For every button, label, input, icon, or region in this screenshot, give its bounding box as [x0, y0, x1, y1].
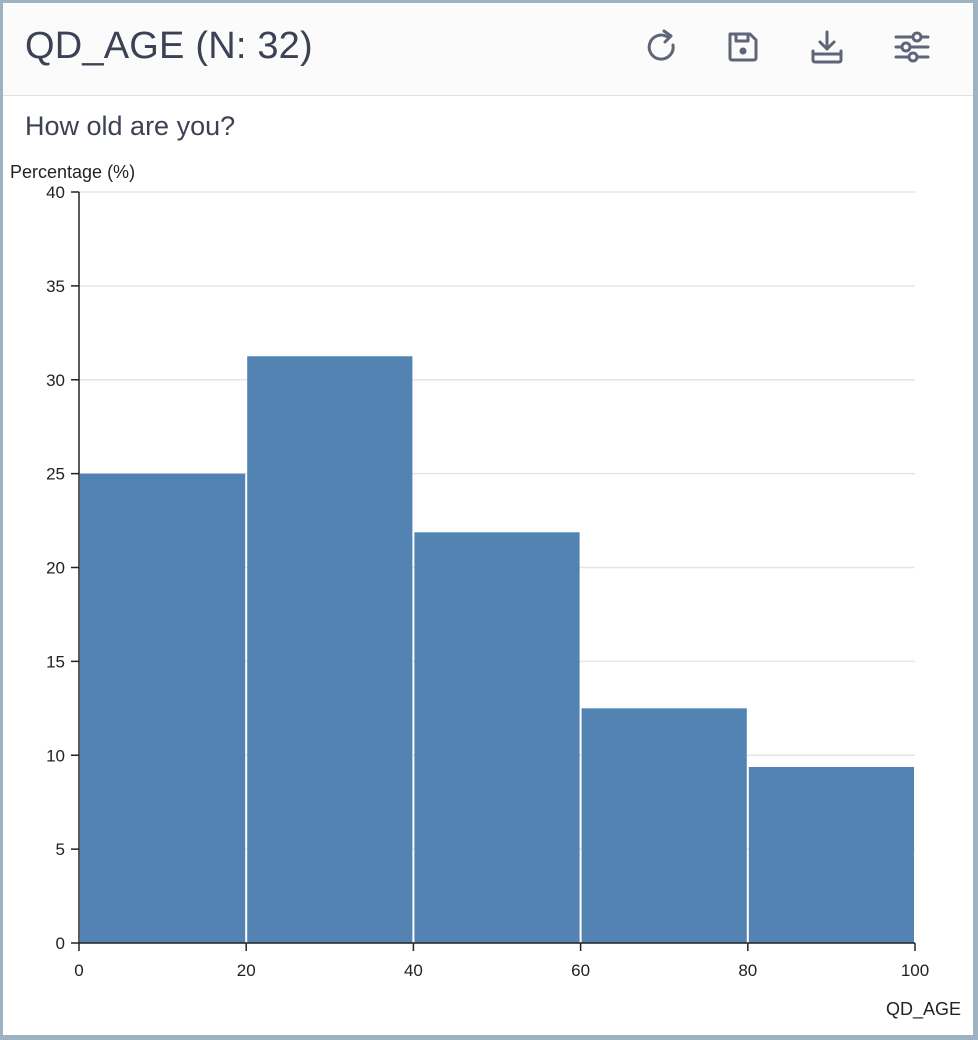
save-icon — [728, 32, 758, 62]
question-text: How old are you? — [25, 111, 236, 141]
download-button[interactable] — [807, 27, 847, 67]
histogram-chart: 0 5 10 15 20 25 30 35 40 0 20 40 60 80 100 Percentage … — [10, 162, 961, 1020]
y-tick-label: 25 — [46, 465, 65, 484]
x-tick-label: 100 — [901, 961, 929, 980]
settings-button[interactable] — [892, 27, 932, 67]
histogram-bar — [80, 473, 246, 943]
x-tick-label: 40 — [404, 961, 423, 980]
histogram-bar — [581, 708, 747, 943]
y-tick-label: 20 — [46, 559, 65, 578]
x-tick-label: 0 — [74, 961, 83, 980]
bars — [80, 356, 914, 943]
y-tick-label: 10 — [46, 746, 65, 765]
histogram-bar — [748, 766, 914, 943]
x-axis-label: QD_AGE — [886, 999, 961, 1020]
x-tick-label: 20 — [237, 961, 256, 980]
y-tick-label: 0 — [56, 934, 65, 953]
axes: 0 5 10 15 20 25 30 35 40 0 20 40 60 80 100 — [46, 183, 929, 980]
histogram-bar — [247, 356, 413, 943]
panel-header: QD_AGE (N: 32) — [3, 3, 973, 96]
save-button[interactable] — [723, 27, 763, 67]
histogram-bar — [414, 532, 580, 943]
y-tick-label: 35 — [46, 277, 65, 296]
panel-title: QD_AGE (N: 32) — [25, 25, 313, 67]
y-tick-label: 15 — [46, 652, 65, 671]
y-axis-label: Percentage (%) — [10, 162, 135, 182]
refresh-button[interactable] — [641, 27, 681, 67]
settings-sliders-icon — [894, 31, 930, 63]
y-tick-label: 40 — [46, 183, 65, 202]
x-tick-label: 80 — [738, 961, 757, 980]
refresh-icon — [647, 29, 675, 61]
chart-panel: QD_AGE (N: 32) — [3, 3, 973, 1035]
y-tick-label: 30 — [46, 371, 65, 390]
x-tick-label: 60 — [571, 961, 590, 980]
download-icon — [811, 30, 843, 64]
y-tick-label: 5 — [56, 840, 65, 859]
